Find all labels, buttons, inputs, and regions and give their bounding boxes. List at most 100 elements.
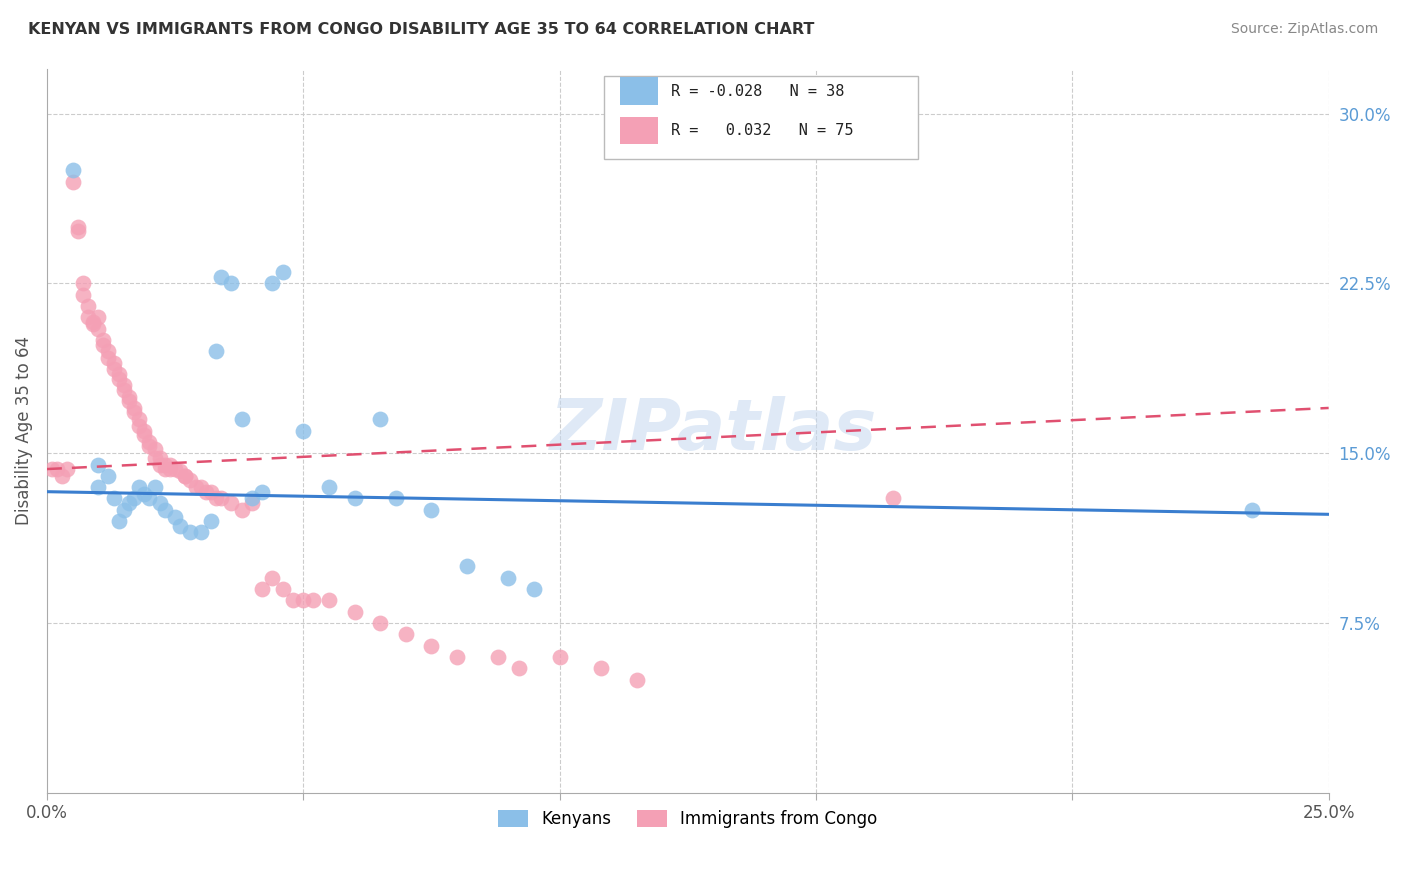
Point [368, 412, 391, 426]
Point [368, 615, 391, 630]
Point [122, 401, 145, 415]
Point [486, 649, 509, 664]
Point [122, 405, 145, 419]
Point [179, 474, 201, 488]
Point [221, 277, 243, 291]
Point [174, 468, 197, 483]
Point [149, 458, 172, 472]
FancyBboxPatch shape [620, 78, 658, 105]
Point [231, 412, 253, 426]
Point [56, 462, 79, 476]
Point [82, 317, 104, 331]
Point [66, 219, 89, 234]
Point [1240, 503, 1263, 517]
Point [159, 462, 181, 476]
Point [271, 582, 294, 596]
Point [118, 390, 141, 404]
Point [165, 509, 187, 524]
Point [134, 428, 156, 442]
Point [138, 439, 160, 453]
Point [281, 593, 304, 607]
Point [72, 277, 94, 291]
Point [128, 480, 150, 494]
FancyBboxPatch shape [605, 76, 918, 159]
Y-axis label: Disability Age 35 to 64: Disability Age 35 to 64 [15, 336, 32, 525]
Point [159, 458, 181, 472]
Point [77, 310, 100, 325]
Point [62, 163, 84, 178]
Point [498, 571, 520, 585]
Text: ZIPatlas: ZIPatlas [550, 396, 877, 465]
Point [107, 514, 129, 528]
Point [41, 462, 63, 476]
Point [240, 491, 263, 506]
Point [205, 344, 228, 359]
Point [271, 265, 294, 279]
Legend: Kenyans, Immigrants from Congo: Kenyans, Immigrants from Congo [492, 804, 884, 835]
Text: R =   0.032   N = 75: R = 0.032 N = 75 [671, 123, 853, 137]
Point [138, 491, 160, 506]
Point [292, 424, 315, 438]
Point [122, 491, 145, 506]
Point [318, 480, 340, 494]
Point [128, 419, 150, 434]
Point [446, 649, 468, 664]
Point [112, 503, 135, 517]
Point [523, 582, 546, 596]
Point [128, 412, 150, 426]
Point [508, 661, 530, 675]
Point [46, 462, 69, 476]
Point [118, 496, 141, 510]
Point [87, 458, 110, 472]
Point [143, 480, 166, 494]
Point [118, 394, 141, 409]
Point [318, 593, 340, 607]
Point [240, 496, 263, 510]
Point [97, 351, 120, 366]
Point [209, 269, 232, 284]
Point [194, 484, 217, 499]
Point [87, 310, 110, 325]
Point [91, 333, 114, 347]
Point [420, 639, 443, 653]
FancyBboxPatch shape [620, 117, 658, 144]
Point [292, 593, 315, 607]
Point [205, 491, 228, 506]
Point [456, 559, 478, 574]
Point [252, 484, 274, 499]
Point [882, 491, 904, 506]
Point [97, 468, 120, 483]
Point [169, 518, 191, 533]
Point [87, 322, 110, 336]
Point [190, 480, 212, 494]
Point [72, 288, 94, 302]
Point [103, 356, 125, 370]
Point [174, 468, 197, 483]
Point [252, 582, 274, 596]
Point [77, 299, 100, 313]
Point [200, 514, 222, 528]
Point [384, 491, 406, 506]
Point [589, 661, 612, 675]
Point [200, 484, 222, 499]
Point [262, 277, 284, 291]
Point [51, 468, 73, 483]
Point [66, 224, 89, 238]
Point [626, 673, 648, 687]
Point [103, 362, 125, 376]
Text: R = -0.028   N = 38: R = -0.028 N = 38 [671, 84, 845, 99]
Point [343, 491, 366, 506]
Point [87, 480, 110, 494]
Point [153, 462, 176, 476]
Point [134, 487, 156, 501]
Point [169, 464, 191, 478]
Point [153, 458, 176, 472]
Point [82, 315, 104, 329]
Point [138, 434, 160, 449]
Point [112, 378, 135, 392]
Point [134, 424, 156, 438]
Point [231, 503, 253, 517]
Point [149, 496, 172, 510]
Point [62, 175, 84, 189]
Point [548, 649, 571, 664]
